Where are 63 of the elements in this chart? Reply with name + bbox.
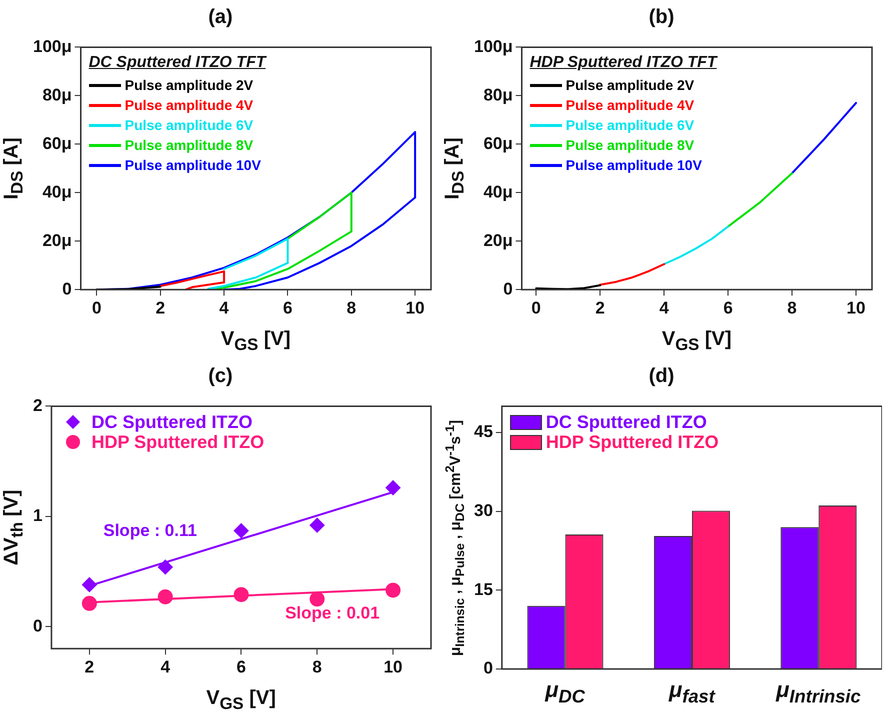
y-tick-label: 80μ [483,85,513,104]
legend-label: Pulse amplitude 8V [566,136,694,156]
legend-title: HDP Sputtered ITZO TFT [530,53,717,74]
legend-label: DC Sputtered ITZO [91,412,252,432]
x-tick-label: μ$_{fast}$ [668,677,715,708]
legend-label: Pulse amplitude 2V [566,76,694,96]
x-tick-label: 6 [236,657,246,676]
legend-label: Pulse amplitude 10V [566,156,702,176]
x-tick-label: μ$_{DC}$ [545,677,586,708]
y-tick-label: 60μ [42,134,72,153]
x-tick-label: 2 [156,298,166,318]
y-tick-label: 40μ [42,182,72,202]
y-tick-label: 45 [474,422,493,442]
legend-label: Pulse amplitude 2V [124,76,254,96]
chart-title: (c) [207,364,234,389]
y-tick-label: 40μ [483,182,513,202]
legend-title: DC Sputtered ITZO TFT [88,53,266,74]
x-tick-label: 10 [384,657,403,676]
y-tick-label: 60μ [483,134,513,153]
y-tick-label: 2 [32,396,42,415]
y-tick-label: 30 [474,501,493,520]
x-tick-label: 0 [92,298,102,318]
legend-label: Pulse amplitude 6V [566,116,694,136]
y-tick-label: 80μ [42,85,72,104]
y-tick-label: 0 [62,279,72,298]
x-tick-label: 8 [312,657,322,676]
chart-title: (a) [207,5,234,30]
y-tick-label: 15 [474,580,493,599]
x-tick-label: 2 [84,657,94,676]
chart-title: (b) [648,5,676,30]
series-label: Slope : 0.11 [103,520,197,540]
x-tick-label: 4 [659,298,670,318]
x-tick-label: 8 [787,298,797,318]
y-tick-label: 1 [32,506,42,526]
x-tick-label: 8 [346,298,356,318]
y-tick-label: 0 [32,616,42,636]
chart-title: (d) [648,364,676,389]
x-axis-title: V$_{GS}$ [V] [662,328,732,355]
y-tick-label: 100μ [474,36,513,56]
y-tick-label: 20μ [42,230,72,250]
legend-label: Pulse amplitude 4V [566,96,694,116]
legend-label: HDP Sputtered ITZO [546,432,719,452]
x-tick-label: 2 [595,298,605,318]
y-tick-label: 20μ [483,230,513,250]
series-label: Slope : 0.01 [285,603,380,622]
legend-label: HDP Sputtered ITZO [91,432,264,452]
x-tick-label: 6 [723,298,733,318]
legend-label: Pulse amplitude 6V [124,116,254,136]
y-tick-label: 0 [503,279,513,298]
x-tick-label: 6 [282,298,292,318]
x-axis-title: V$_{GS}$ [V] [220,328,291,355]
legend-label: Pulse amplitude 10V [124,156,261,176]
x-tick-label: 0 [531,298,541,318]
legend-label: DC Sputtered ITZO [546,412,707,432]
x-tick-label: 10 [846,298,866,318]
y-tick-label: 100μ [33,36,72,56]
legend-label: Pulse amplitude 4V [124,96,254,116]
x-tick-label: 4 [160,657,171,676]
x-tick-label: μ$_{Intrinsic}$ [776,677,861,708]
legend-label: Pulse amplitude 8V [124,136,254,156]
x-tick-label: 10 [406,298,425,318]
x-axis-title: V$_{GS}$ [V] [206,687,276,714]
x-tick-label: 4 [219,298,230,318]
